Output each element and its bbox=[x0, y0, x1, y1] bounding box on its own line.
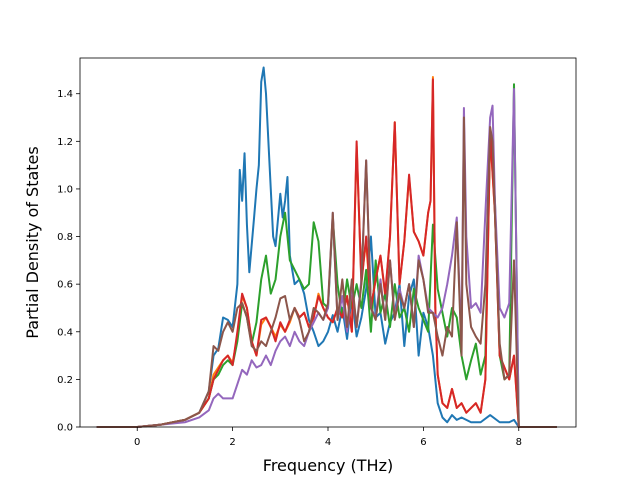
series-line-4 bbox=[96, 78, 557, 428]
x-tick-label: 6 bbox=[420, 437, 426, 448]
y-tick-label: 1.2 bbox=[57, 137, 73, 148]
y-tick-label: 0.2 bbox=[57, 375, 73, 386]
y-axis: 0.0 0.2 0.4 0.6 0.8 1.0 1.2 1.4 bbox=[57, 89, 80, 434]
y-tick-label: 1.4 bbox=[57, 89, 73, 100]
x-tick-label: 4 bbox=[325, 437, 331, 448]
y-tick-label: 0.4 bbox=[57, 327, 73, 338]
y-tick-label: 0.0 bbox=[57, 423, 73, 434]
x-axis: 0 2 4 6 8 bbox=[134, 427, 522, 448]
plot-area bbox=[96, 66, 557, 428]
y-tick-label: 0.6 bbox=[57, 280, 73, 291]
x-axis-title: Frequency (THz) bbox=[263, 456, 393, 475]
series-layer bbox=[96, 66, 557, 428]
x-tick-label: 0 bbox=[134, 437, 140, 448]
x-tick-label: 2 bbox=[229, 437, 235, 448]
series-line-1 bbox=[96, 66, 557, 428]
y-axis-title: Partial Density of States bbox=[23, 146, 42, 338]
x-tick-label: 8 bbox=[516, 437, 522, 448]
y-tick-label: 1.0 bbox=[57, 184, 73, 195]
series-line-6 bbox=[96, 116, 557, 428]
axes-frame bbox=[79, 57, 577, 428]
y-tick-label: 0.8 bbox=[57, 232, 73, 243]
